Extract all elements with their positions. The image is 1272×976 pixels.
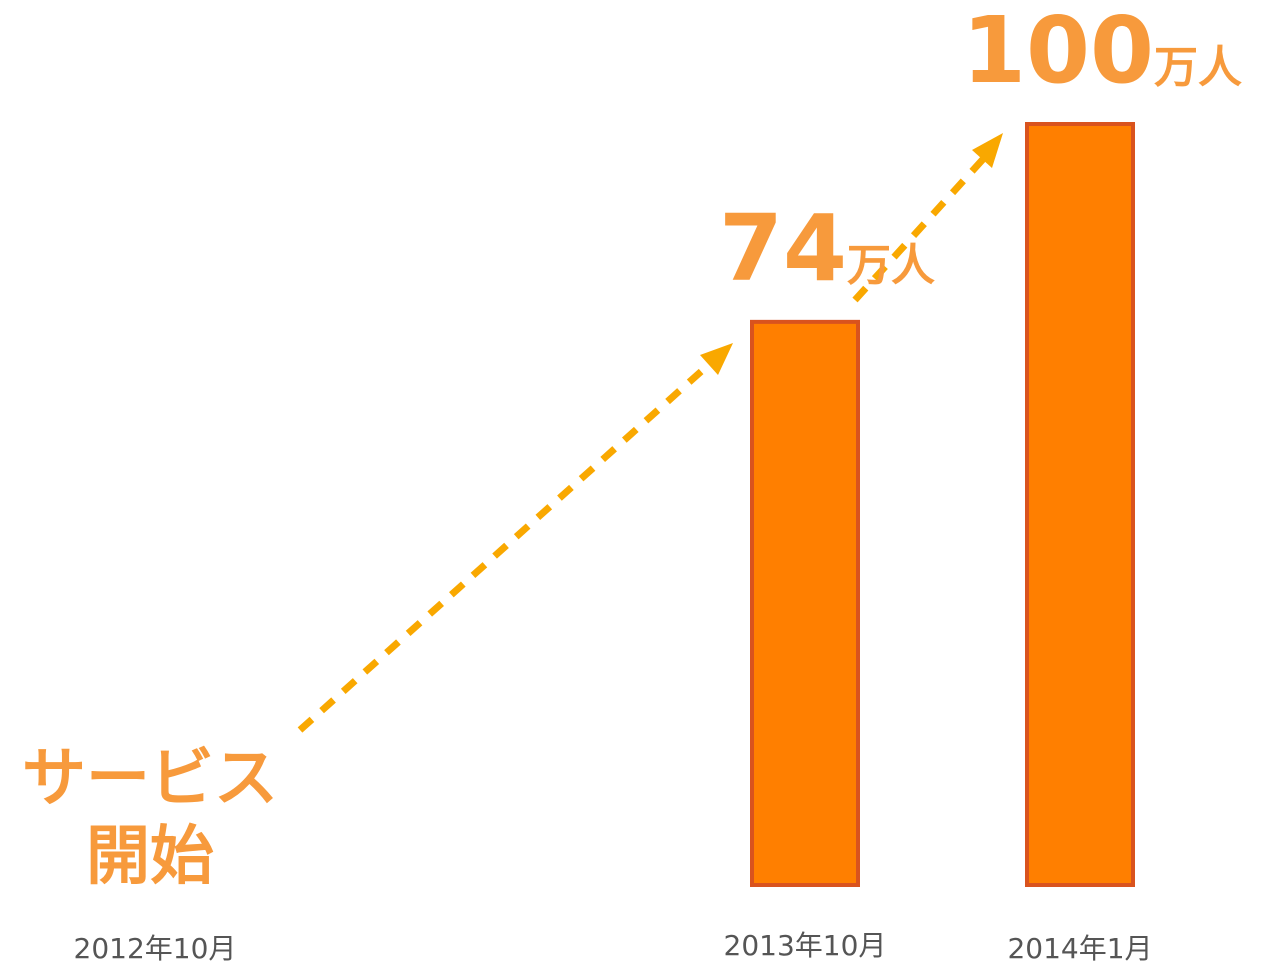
x-tick-label: 2014年1月: [1007, 932, 1152, 965]
annotation: 開始: [86, 820, 214, 894]
value-label: 100万人: [962, 0, 1242, 104]
value-label: 74万人: [719, 195, 935, 302]
trend-arrow: [852, 154, 988, 303]
annotation: サービス: [22, 742, 278, 816]
bar: [1025, 122, 1135, 887]
x-tick-label: 2012年10月: [74, 932, 237, 965]
arrow-head: [700, 343, 733, 375]
arrow-head: [972, 133, 1003, 168]
bar: [750, 319, 860, 887]
x-tick-label: 2013年10月: [724, 929, 887, 962]
trend-arrow: [297, 365, 708, 733]
